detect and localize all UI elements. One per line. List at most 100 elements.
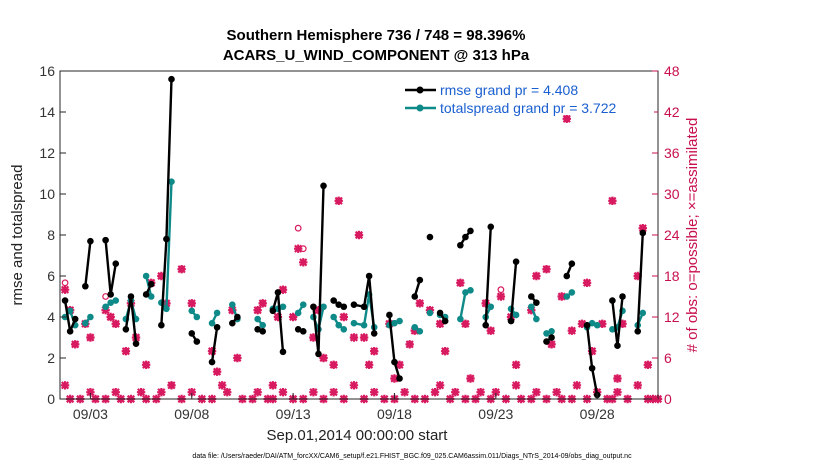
totalspread-point-21-1 [512, 311, 520, 319]
obs-assimilated-low-62 [613, 387, 622, 397]
obs-assimilated-64 [567, 326, 577, 335]
obs-assimilated-39 [364, 360, 374, 370]
totalspread-point-9-1 [259, 321, 267, 329]
left-axis: 0 2 4 6 8 10 12 14 16 [39, 63, 66, 407]
obs-assimilated-low-49 [511, 381, 521, 390]
totalspread-point-22-0 [528, 303, 535, 311]
obs-assimilated-low-12 [157, 387, 166, 397]
totalspread-point-11-0 [294, 309, 302, 317]
y-tick-label-7: 14 [39, 104, 55, 120]
rmse-line-20 [484, 226, 492, 326]
rmse-point-4-0 [142, 291, 150, 298]
y-tick-label-4: 8 [47, 227, 55, 243]
totalspread-point-15-1 [391, 319, 398, 327]
rmse-point-18-0 [436, 309, 444, 317]
totalspread-point-13-1 [335, 321, 343, 329]
rmse-point-19-2 [467, 227, 474, 235]
rmse-point-3-2 [132, 340, 140, 347]
rmse-line-2 [104, 240, 117, 296]
obs-assimilated-62 [557, 292, 566, 301]
rmse-point-26-2 [619, 293, 626, 300]
totalspread-point-11-1 [299, 301, 307, 309]
rmse-line-25 [585, 325, 599, 396]
obs-assimilated-63 [562, 114, 571, 124]
obs-assimilated-30 [309, 333, 318, 342]
legend-totalspread-marker [416, 104, 424, 112]
obs-assimilated-2 [71, 340, 80, 349]
y-tick-label-2: 4 [47, 309, 55, 325]
rmse-point-9-0 [254, 326, 261, 333]
obs-assimilated-48 [435, 319, 445, 329]
obs-assimilated-70 [613, 374, 622, 383]
legend-totalspread-label: totalspread grand pr = 3.722 [440, 100, 617, 116]
totalspread-point-19-1 [462, 289, 469, 296]
obs-assimilated-low-36 [400, 387, 409, 397]
obs-assimilated-67 [587, 346, 597, 356]
y-tick-label-3: 6 [47, 268, 55, 284]
rmse-point-27-1 [639, 229, 647, 237]
x-tick-label-5: 09/28 [580, 406, 615, 422]
totalspread-point-12-2 [320, 303, 327, 311]
obs-assimilated-24 [268, 381, 278, 390]
totalspread-point-24-1 [568, 289, 576, 296]
rmse-point-6-0 [188, 330, 196, 337]
y-right-tick-label-8: 48 [664, 63, 680, 79]
totalspread-point-16-0 [411, 323, 419, 331]
legend-rmse-marker [416, 86, 424, 94]
obs-assimilated-61 [547, 340, 556, 349]
totalspread-point-13-2 [340, 326, 348, 333]
y-right-tick-label-7: 42 [664, 104, 680, 120]
obs-assimilated-74 [643, 360, 653, 370]
rmse-point-3-1 [127, 293, 135, 300]
obs-assimilated-low-3 [86, 387, 95, 397]
rmse-line-26 [611, 296, 624, 347]
rmse-point-0-1 [66, 328, 74, 335]
obs-assimilated-45 [410, 326, 419, 335]
rmse-point-10-0 [269, 307, 277, 315]
obs-assimilated-52 [466, 374, 475, 383]
obs-assimilated-65 [577, 319, 587, 329]
x-axis: 09/03 09/08 09/13 09/18 09/23 09/28 [73, 393, 615, 422]
obs-assimilated-31 [314, 305, 323, 315]
totalspread-point-25-1 [588, 319, 596, 327]
chart-subtitle: ACARS_U_WIND_COMPONENT @ 313 hPa [223, 47, 530, 64]
rmse-point-23-0 [543, 338, 550, 345]
rmse-point-16-0 [411, 293, 419, 300]
rmse-line-7 [210, 327, 219, 363]
totalspread-point-23-0 [543, 330, 550, 337]
rmse-point-25-0 [583, 321, 591, 329]
obs-assimilated-5 [101, 305, 110, 315]
rmse-point-6-1 [193, 338, 201, 345]
totalspread-point-1-0 [82, 319, 89, 327]
rmse-point-16-1 [416, 276, 424, 284]
legend: rmse grand pr = 4.408 totalspread grand … [396, 75, 654, 116]
obs-assimilated-66 [582, 278, 592, 288]
rmse-point-7-1 [213, 323, 221, 331]
legend-box [396, 75, 654, 115]
obs-assimilated-43 [395, 360, 404, 370]
obs-assimilated-19 [212, 367, 222, 376]
obs-assimilated-low-0 [60, 381, 70, 390]
obs-assimilated-8 [121, 346, 131, 356]
rmse-point-26-0 [609, 297, 616, 304]
obs-assimilated-low-42 [451, 387, 460, 397]
rmse-point-23-1 [548, 334, 555, 341]
obs-assimilated-13 [157, 271, 166, 281]
totalspread-point-23-1 [548, 328, 555, 335]
x-tick-label-0: 09/03 [73, 406, 108, 422]
totalspread-point-22-1 [533, 315, 540, 323]
obs-assimilated-6 [106, 312, 115, 322]
x-tick-label-2: 09/13 [276, 406, 311, 422]
obs-assimilated-low-39 [430, 387, 440, 397]
obs-assimilated-low-24 [278, 387, 288, 397]
totalspread-point-24-0 [563, 293, 571, 300]
rmse-point-8-1 [234, 313, 241, 321]
y-tick-label-6: 12 [39, 145, 55, 161]
obs-assimilated-low-6 [111, 387, 120, 397]
totalspread-point-2-1 [107, 299, 114, 306]
obs-assimilated-42 [390, 374, 399, 383]
totalspread-point-15-2 [396, 317, 403, 325]
right-axis: 0 6 12 18 24 30 36 42 48 [652, 63, 680, 407]
obs-assimilated-27 [288, 312, 298, 322]
y-tick-label-8: 16 [39, 63, 55, 79]
